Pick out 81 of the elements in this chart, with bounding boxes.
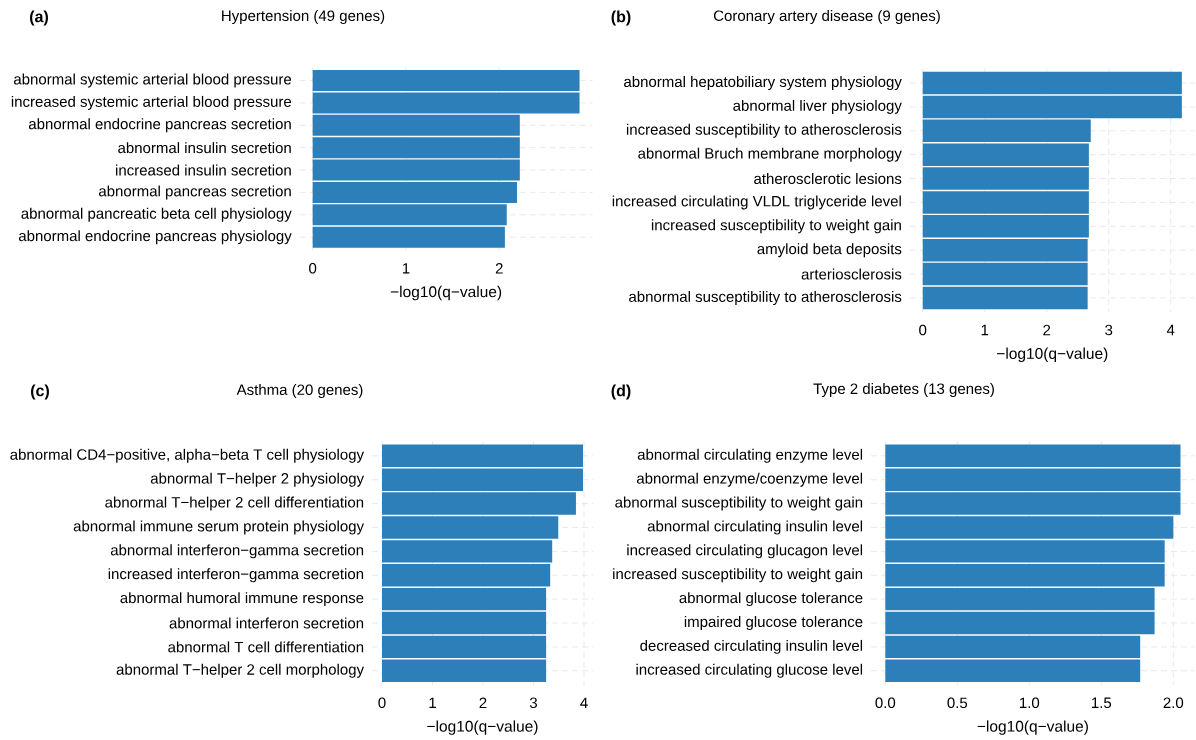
- y-tick-label: abnormal Bruch membrane morphology: [638, 147, 902, 162]
- y-tick-label: abnormal enzyme/coenzyme level: [636, 472, 863, 487]
- x-tick-label: 0: [309, 262, 317, 274]
- x-tick-label: 1: [981, 324, 989, 336]
- x-tick-label: 4: [1166, 324, 1175, 336]
- y-tick-label: abnormal CD4−positive, alpha−beta T cell physiology: [10, 448, 364, 463]
- x-axis-title: −log10(q−value): [977, 720, 1088, 735]
- x-tick-label: 3: [529, 697, 538, 709]
- bar: [922, 262, 1088, 286]
- bar: [382, 635, 547, 659]
- y-tick-label: abnormal interferon secretion: [169, 617, 364, 629]
- y-tick-label: abnormal insulin secretion: [118, 142, 291, 154]
- y-tick-label: abnormal humoral immune response: [120, 592, 364, 607]
- y-tick-label: abnormal glucose tolerance: [679, 592, 863, 607]
- bar: [885, 659, 1141, 682]
- y-tick-label: abnormal susceptibility to atherosclerosis: [629, 290, 902, 305]
- text: (a): [30, 10, 48, 26]
- y-tick-label: abnormal pancreatic beta cell physiology: [21, 207, 292, 222]
- text: (b): [611, 10, 631, 26]
- y-tick-label: abnormal liver physiology: [733, 99, 902, 114]
- y-tick-label: increased circulating glucose level: [636, 663, 863, 678]
- y-tick-label: increased susceptibility to atherosclerosis: [626, 123, 902, 138]
- y-tick-label: abnormal susceptibility to weight gain: [615, 496, 863, 511]
- y-tick-label: abnormal interferon−gamma secretion: [110, 544, 364, 559]
- y-tick-label: abnormal T−helper 2 physiology: [150, 472, 365, 487]
- y-tick-label: abnormal hepatobiliary system physiology: [624, 76, 902, 91]
- y-tick-label: abnormal systemic arterial blood pressure: [13, 73, 292, 88]
- x-tick-label: 2.0: [1163, 697, 1184, 709]
- x-tick-label: 0.0: [875, 697, 896, 709]
- y-tick-label: abnormal endocrine pancreas physiology: [18, 230, 292, 245]
- x-tick-label: 0: [919, 324, 927, 336]
- x-tick-label: 2: [495, 263, 503, 274]
- y-tick-label: decreased circulating insulin level: [640, 639, 863, 654]
- y-tick-label: increased circulating VLDL triglyceride level: [612, 195, 901, 210]
- x-tick-label: 3: [1105, 324, 1113, 336]
- y-tick-label: increased insulin secretion: [116, 164, 291, 176]
- bar: [885, 635, 1141, 659]
- y-tick-label: abnormal T−helper 2 cell morphology: [116, 663, 365, 678]
- x-tick-label: 0.5: [947, 697, 968, 709]
- bar: [885, 611, 1155, 635]
- x-tick-label: 1.5: [1092, 697, 1112, 709]
- y-tick-label: atherosclerotic lesions: [754, 173, 902, 185]
- bar: [922, 95, 1182, 119]
- x-tick-label: 0: [378, 697, 386, 709]
- y-tick-label: arteriosclerosis: [801, 268, 902, 280]
- y-tick-label: abnormal T−helper 2 cell differentiation: [105, 496, 364, 511]
- y-tick-label: increased systemic arterial blood pressure: [11, 95, 292, 110]
- x-tick-label: 1.0: [1020, 697, 1040, 709]
- chart-title: Asthma (20 genes): [236, 384, 363, 398]
- bar: [922, 71, 1182, 95]
- x-tick-label: 1: [429, 697, 436, 708]
- x-axis-title: −log10(q−value): [997, 347, 1108, 363]
- text: (c): [31, 384, 49, 400]
- y-tick-label: amyloid beta deposits: [757, 243, 902, 258]
- bar: [382, 611, 547, 635]
- bar: [312, 226, 505, 248]
- x-tick-label: 4: [580, 697, 588, 708]
- bar: [382, 659, 547, 682]
- y-tick-label: abnormal circulating insulin level: [647, 520, 863, 535]
- y-tick-label: increased susceptibility to weight gain: [651, 219, 901, 234]
- y-tick-label: increased circulating glucagon level: [627, 544, 863, 559]
- x-tick-label: 2: [479, 697, 487, 709]
- x-tick-label: 1: [402, 263, 410, 274]
- y-tick-label: increased interferon−gamma secretion: [108, 568, 364, 583]
- y-tick-label: increased susceptibility to weight gain: [613, 568, 863, 583]
- y-tick-label: abnormal endocrine pancreas secretion: [28, 118, 291, 133]
- chart-title: Type 2 diabetes (13 genes): [813, 383, 994, 397]
- y-tick-label: impaired glucose tolerance: [684, 616, 863, 630]
- y-tick-label: abnormal pancreas secretion: [99, 185, 291, 200]
- x-axis-title: −log10(q−value): [390, 285, 502, 301]
- x-tick-label: 2: [1043, 324, 1051, 336]
- y-tick-label: abnormal immune serum protein physiology: [73, 520, 365, 535]
- bar: [922, 286, 1088, 310]
- x-axis-title: −log10(q−value): [427, 720, 538, 735]
- y-tick-label: abnormal circulating enzyme level: [637, 448, 863, 463]
- chart-title: Coronary artery disease (9 genes): [713, 10, 940, 24]
- y-tick-label: abnormal T cell differentiation: [168, 641, 364, 653]
- bar: [382, 587, 547, 611]
- bar: [885, 587, 1155, 611]
- chart-title: Hypertension (49 genes): [222, 10, 385, 24]
- text: (d): [611, 384, 631, 400]
